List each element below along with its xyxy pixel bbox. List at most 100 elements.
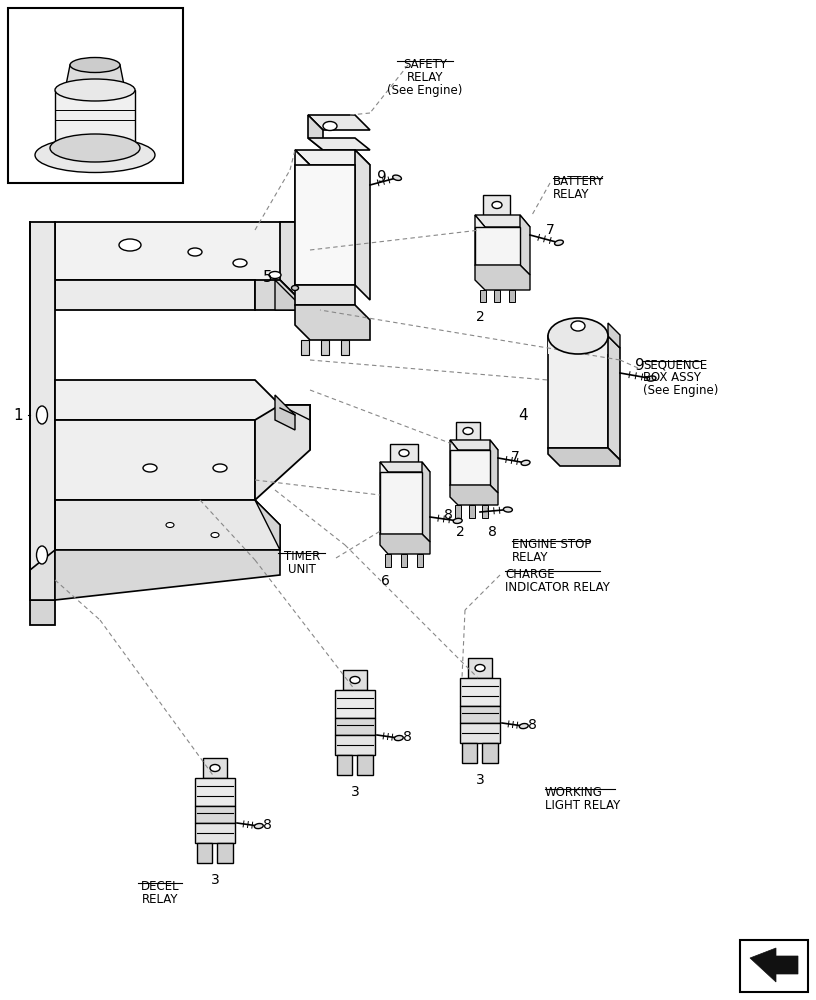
- Polygon shape: [255, 280, 310, 310]
- Polygon shape: [475, 215, 485, 275]
- Ellipse shape: [188, 248, 202, 256]
- Polygon shape: [255, 500, 280, 550]
- Polygon shape: [195, 823, 235, 843]
- Ellipse shape: [519, 724, 528, 729]
- Polygon shape: [65, 65, 125, 90]
- Polygon shape: [335, 718, 375, 735]
- Text: 5: 5: [263, 270, 272, 285]
- Polygon shape: [301, 340, 309, 355]
- Polygon shape: [55, 500, 280, 550]
- Polygon shape: [450, 440, 458, 493]
- Polygon shape: [275, 280, 305, 310]
- Ellipse shape: [143, 464, 157, 472]
- Text: 8: 8: [263, 818, 272, 832]
- Polygon shape: [55, 90, 135, 148]
- Polygon shape: [295, 305, 370, 340]
- Polygon shape: [548, 336, 608, 448]
- Polygon shape: [217, 843, 233, 863]
- Text: RELAY: RELAY: [512, 551, 548, 564]
- Polygon shape: [520, 215, 530, 275]
- Ellipse shape: [255, 824, 264, 829]
- Ellipse shape: [269, 271, 281, 278]
- Polygon shape: [422, 462, 430, 542]
- Polygon shape: [462, 743, 477, 763]
- Polygon shape: [750, 948, 798, 982]
- Polygon shape: [608, 323, 620, 348]
- Text: RELAY: RELAY: [406, 71, 443, 84]
- Polygon shape: [509, 290, 515, 302]
- Polygon shape: [30, 222, 55, 600]
- Text: 7: 7: [546, 223, 554, 237]
- Polygon shape: [255, 405, 310, 500]
- Text: WORKING: WORKING: [545, 786, 603, 799]
- Ellipse shape: [453, 518, 462, 523]
- Polygon shape: [475, 215, 530, 227]
- Text: SEQUENCE: SEQUENCE: [643, 358, 707, 371]
- Polygon shape: [108, 155, 116, 170]
- Polygon shape: [385, 554, 391, 567]
- Polygon shape: [490, 440, 498, 493]
- Polygon shape: [355, 150, 370, 300]
- Ellipse shape: [492, 202, 502, 209]
- Ellipse shape: [210, 764, 220, 772]
- Text: RELAY: RELAY: [553, 188, 589, 201]
- Text: DECEL: DECEL: [140, 880, 180, 893]
- Text: SAFETY: SAFETY: [403, 58, 447, 71]
- Text: 2: 2: [455, 525, 464, 539]
- Ellipse shape: [291, 286, 299, 290]
- Polygon shape: [197, 843, 212, 863]
- Polygon shape: [608, 336, 620, 460]
- Polygon shape: [295, 285, 355, 305]
- Text: BOX ASSY: BOX ASSY: [643, 371, 701, 384]
- Polygon shape: [335, 690, 375, 718]
- Polygon shape: [480, 290, 486, 302]
- Polygon shape: [275, 395, 295, 430]
- Polygon shape: [460, 678, 500, 706]
- Polygon shape: [55, 222, 340, 310]
- Polygon shape: [308, 115, 370, 130]
- Text: BATTERY: BATTERY: [553, 175, 605, 188]
- Polygon shape: [55, 420, 255, 500]
- Polygon shape: [450, 440, 498, 450]
- Polygon shape: [8, 8, 183, 183]
- Polygon shape: [455, 505, 461, 518]
- Polygon shape: [295, 150, 310, 300]
- Ellipse shape: [503, 507, 512, 512]
- Ellipse shape: [463, 428, 473, 434]
- Text: 1: 1: [13, 408, 23, 422]
- Text: 8: 8: [402, 730, 411, 744]
- Ellipse shape: [555, 240, 563, 245]
- Polygon shape: [475, 227, 520, 265]
- Ellipse shape: [392, 175, 401, 180]
- Ellipse shape: [213, 464, 227, 472]
- Polygon shape: [55, 280, 255, 310]
- Polygon shape: [380, 472, 422, 534]
- Text: 3: 3: [351, 785, 359, 799]
- Ellipse shape: [323, 121, 337, 130]
- Polygon shape: [357, 755, 373, 775]
- Polygon shape: [740, 940, 808, 992]
- Polygon shape: [469, 505, 475, 518]
- Polygon shape: [72, 155, 80, 170]
- Text: UNIT: UNIT: [288, 563, 316, 576]
- Polygon shape: [548, 336, 608, 354]
- Ellipse shape: [35, 137, 155, 172]
- Text: 6: 6: [380, 574, 389, 588]
- Text: 3: 3: [211, 873, 220, 887]
- Polygon shape: [380, 534, 430, 554]
- Polygon shape: [308, 138, 370, 150]
- Polygon shape: [456, 422, 480, 440]
- Text: CHARGE: CHARGE: [505, 568, 555, 581]
- Text: RELAY: RELAY: [142, 893, 178, 906]
- Text: ENGINE STOP: ENGINE STOP: [512, 538, 592, 551]
- Polygon shape: [468, 658, 492, 678]
- Text: 9: 9: [377, 170, 387, 185]
- Text: 4: 4: [518, 408, 528, 423]
- Text: (See Engine): (See Engine): [388, 84, 463, 97]
- Text: 3: 3: [476, 773, 485, 787]
- Polygon shape: [203, 758, 227, 778]
- Text: LIGHT RELAY: LIGHT RELAY: [545, 799, 620, 812]
- Ellipse shape: [37, 546, 47, 564]
- Text: 9: 9: [635, 358, 645, 373]
- Ellipse shape: [475, 664, 485, 672]
